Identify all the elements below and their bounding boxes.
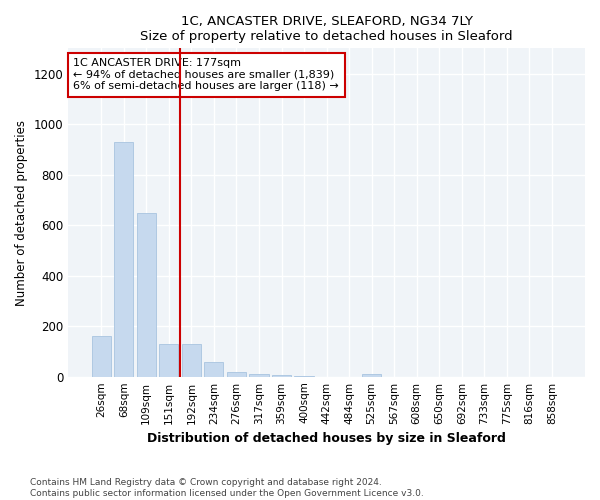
X-axis label: Distribution of detached houses by size in Sleaford: Distribution of detached houses by size … xyxy=(147,432,506,445)
Bar xyxy=(250,374,269,376)
Y-axis label: Number of detached properties: Number of detached properties xyxy=(15,120,28,306)
Bar xyxy=(114,142,133,376)
Bar xyxy=(159,344,178,376)
Bar xyxy=(92,336,111,376)
Bar xyxy=(362,374,381,376)
Text: 1C ANCASTER DRIVE: 177sqm
← 94% of detached houses are smaller (1,839)
6% of sem: 1C ANCASTER DRIVE: 177sqm ← 94% of detac… xyxy=(73,58,339,92)
Text: Contains HM Land Registry data © Crown copyright and database right 2024.
Contai: Contains HM Land Registry data © Crown c… xyxy=(30,478,424,498)
Bar xyxy=(227,372,246,376)
Bar xyxy=(205,362,223,376)
Bar xyxy=(182,344,201,376)
Title: 1C, ANCASTER DRIVE, SLEAFORD, NG34 7LY
Size of property relative to detached hou: 1C, ANCASTER DRIVE, SLEAFORD, NG34 7LY S… xyxy=(140,15,513,43)
Bar xyxy=(137,212,156,376)
